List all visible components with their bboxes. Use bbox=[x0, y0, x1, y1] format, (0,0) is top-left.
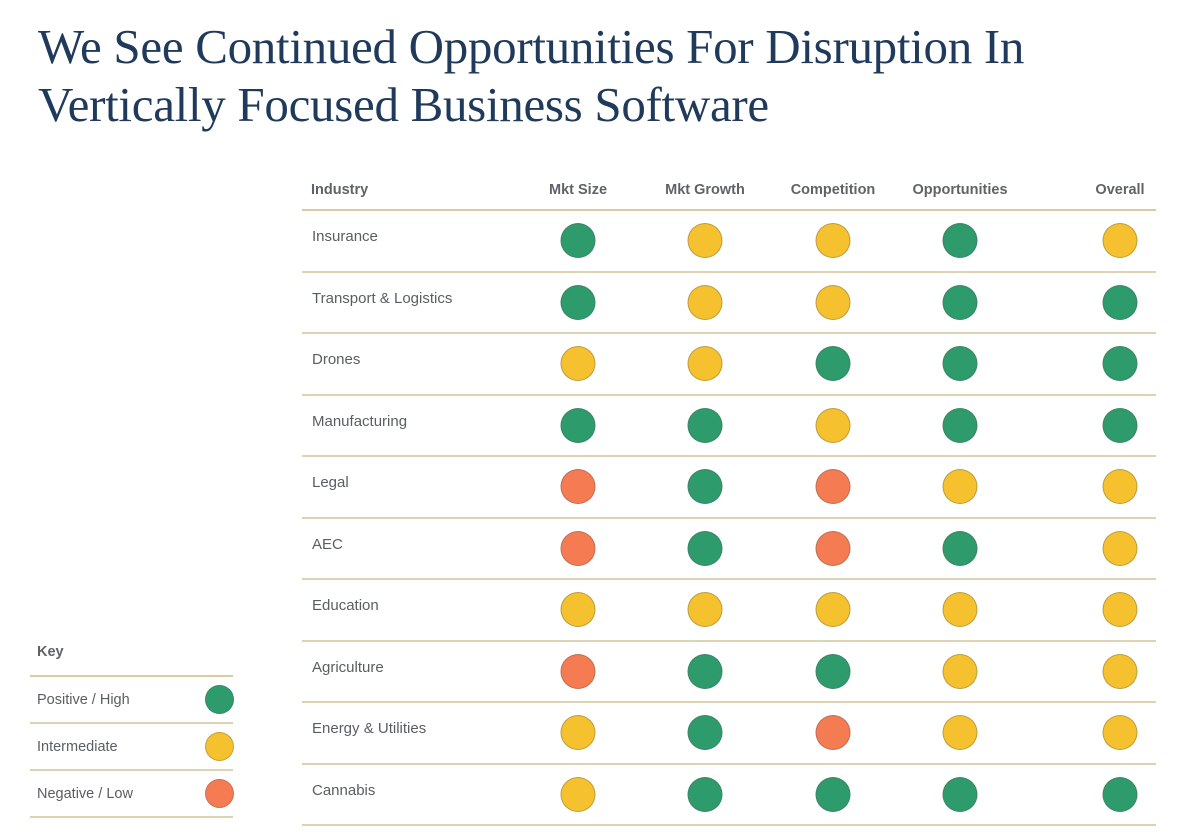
mkt-growth-positive-rating-dot-icon bbox=[687, 530, 723, 566]
table-row: AEC bbox=[302, 519, 1156, 580]
legend-key: Key Positive / High Intermediate Negativ… bbox=[30, 636, 234, 818]
competition-positive-rating-dot-icon bbox=[815, 346, 851, 381]
header-opportunities: Opportunities bbox=[912, 182, 1008, 198]
table-row: Education bbox=[302, 580, 1156, 642]
page-title: We See Continued Opportunities For Disru… bbox=[38, 19, 1025, 132]
header-mkt-size: Mkt Size bbox=[548, 182, 608, 198]
mkt-growth-positive-rating-dot-icon bbox=[687, 776, 723, 812]
industry-matrix-table: Industry Mkt Size Mkt Growth Competition… bbox=[302, 170, 1156, 826]
table-row: Transport & Logistics bbox=[302, 273, 1156, 334]
overall-intermediate-rating-dot-icon bbox=[1102, 592, 1138, 627]
mkt-size-intermediate-rating-dot-icon bbox=[560, 346, 596, 381]
mkt-growth-intermediate-rating-dot-icon bbox=[687, 284, 723, 320]
overall-positive-rating-dot-icon bbox=[1102, 776, 1138, 812]
opportunities-positive-rating-dot-icon bbox=[942, 776, 978, 812]
mkt-growth-positive-rating-dot-icon bbox=[687, 653, 723, 689]
positive-rating-dot-icon bbox=[205, 685, 234, 714]
industry-name: Legal bbox=[312, 474, 349, 491]
mkt-size-negative-rating-dot-icon bbox=[560, 530, 596, 566]
table-row: Energy & Utilities bbox=[302, 703, 1156, 765]
overall-intermediate-rating-dot-icon bbox=[1102, 223, 1138, 258]
industry-name: Transport & Logistics bbox=[312, 289, 453, 307]
competition-intermediate-rating-dot-icon bbox=[815, 223, 851, 258]
mkt-size-negative-rating-dot-icon bbox=[560, 469, 596, 504]
opportunities-positive-rating-dot-icon bbox=[942, 530, 978, 566]
table-row: Drones bbox=[302, 334, 1156, 396]
table-body: Insurance Transport & Logistics Drones Manu… bbox=[302, 211, 1156, 826]
negative-rating-dot-icon bbox=[205, 779, 234, 808]
competition-negative-rating-dot-icon bbox=[815, 715, 851, 750]
mkt-size-negative-rating-dot-icon bbox=[560, 653, 596, 689]
competition-negative-rating-dot-icon bbox=[815, 530, 851, 566]
overall-positive-rating-dot-icon bbox=[1102, 407, 1138, 443]
table-row: Insurance bbox=[302, 211, 1156, 273]
opportunities-positive-rating-dot-icon bbox=[942, 223, 978, 258]
mkt-size-intermediate-rating-dot-icon bbox=[560, 715, 596, 750]
table-row: Agriculture bbox=[302, 642, 1156, 703]
industry-name: Insurance bbox=[312, 228, 378, 245]
table-header-row: Industry Mkt Size Mkt Growth Competition… bbox=[302, 170, 1156, 211]
competition-negative-rating-dot-icon bbox=[815, 469, 851, 504]
header-industry: Industry bbox=[311, 182, 369, 198]
legend-item-negative: Negative / Low bbox=[30, 771, 234, 818]
opportunities-intermediate-rating-dot-icon bbox=[942, 653, 978, 689]
industry-name: Manufacturing bbox=[312, 412, 408, 430]
competition-intermediate-rating-dot-icon bbox=[815, 284, 851, 320]
legend-label: Intermediate bbox=[37, 739, 118, 755]
competition-intermediate-rating-dot-icon bbox=[815, 592, 851, 627]
header-competition: Competition bbox=[790, 182, 876, 198]
intermediate-rating-dot-icon bbox=[205, 732, 234, 761]
opportunities-intermediate-rating-dot-icon bbox=[942, 469, 978, 504]
mkt-growth-positive-rating-dot-icon bbox=[687, 407, 723, 443]
table-row: Legal bbox=[302, 457, 1156, 519]
competition-intermediate-rating-dot-icon bbox=[815, 407, 851, 443]
competition-positive-rating-dot-icon bbox=[815, 776, 851, 812]
overall-positive-rating-dot-icon bbox=[1102, 346, 1138, 381]
legend-title-row: Key bbox=[30, 636, 233, 677]
table-row: Cannabis bbox=[302, 765, 1156, 826]
mkt-size-positive-rating-dot-icon bbox=[560, 407, 596, 443]
opportunities-intermediate-rating-dot-icon bbox=[942, 592, 978, 627]
overall-intermediate-rating-dot-icon bbox=[1102, 530, 1138, 566]
mkt-size-intermediate-rating-dot-icon bbox=[560, 592, 596, 627]
overall-positive-rating-dot-icon bbox=[1102, 284, 1138, 320]
mkt-growth-intermediate-rating-dot-icon bbox=[687, 223, 723, 258]
mkt-growth-positive-rating-dot-icon bbox=[687, 715, 723, 750]
industry-name: Energy & Utilities bbox=[312, 720, 427, 737]
industry-name: Cannabis bbox=[312, 781, 376, 799]
mkt-size-positive-rating-dot-icon bbox=[560, 284, 596, 320]
table-row: Manufacturing bbox=[302, 396, 1156, 457]
header-overall: Overall bbox=[1095, 182, 1145, 198]
opportunities-positive-rating-dot-icon bbox=[942, 407, 978, 443]
industry-name: Drones bbox=[312, 351, 361, 368]
competition-positive-rating-dot-icon bbox=[815, 653, 851, 689]
opportunities-positive-rating-dot-icon bbox=[942, 284, 978, 320]
overall-intermediate-rating-dot-icon bbox=[1102, 653, 1138, 689]
mkt-size-positive-rating-dot-icon bbox=[560, 223, 596, 258]
mkt-growth-positive-rating-dot-icon bbox=[687, 469, 723, 504]
opportunities-intermediate-rating-dot-icon bbox=[942, 715, 978, 750]
legend-title: Key bbox=[37, 644, 64, 660]
mkt-growth-intermediate-rating-dot-icon bbox=[687, 592, 723, 627]
legend-item-positive: Positive / High bbox=[30, 677, 234, 724]
legend-item-intermediate: Intermediate bbox=[30, 724, 234, 771]
legend-label: Negative / Low bbox=[37, 786, 133, 802]
overall-intermediate-rating-dot-icon bbox=[1102, 469, 1138, 504]
header-mkt-growth: Mkt Growth bbox=[665, 182, 745, 198]
industry-name: Education bbox=[312, 597, 379, 614]
industry-name: Agriculture bbox=[312, 658, 384, 676]
mkt-size-intermediate-rating-dot-icon bbox=[560, 776, 596, 812]
mkt-growth-intermediate-rating-dot-icon bbox=[687, 346, 723, 381]
overall-intermediate-rating-dot-icon bbox=[1102, 715, 1138, 750]
legend-label: Positive / High bbox=[37, 692, 130, 708]
opportunities-positive-rating-dot-icon bbox=[942, 346, 978, 381]
industry-name: AEC bbox=[312, 535, 343, 553]
